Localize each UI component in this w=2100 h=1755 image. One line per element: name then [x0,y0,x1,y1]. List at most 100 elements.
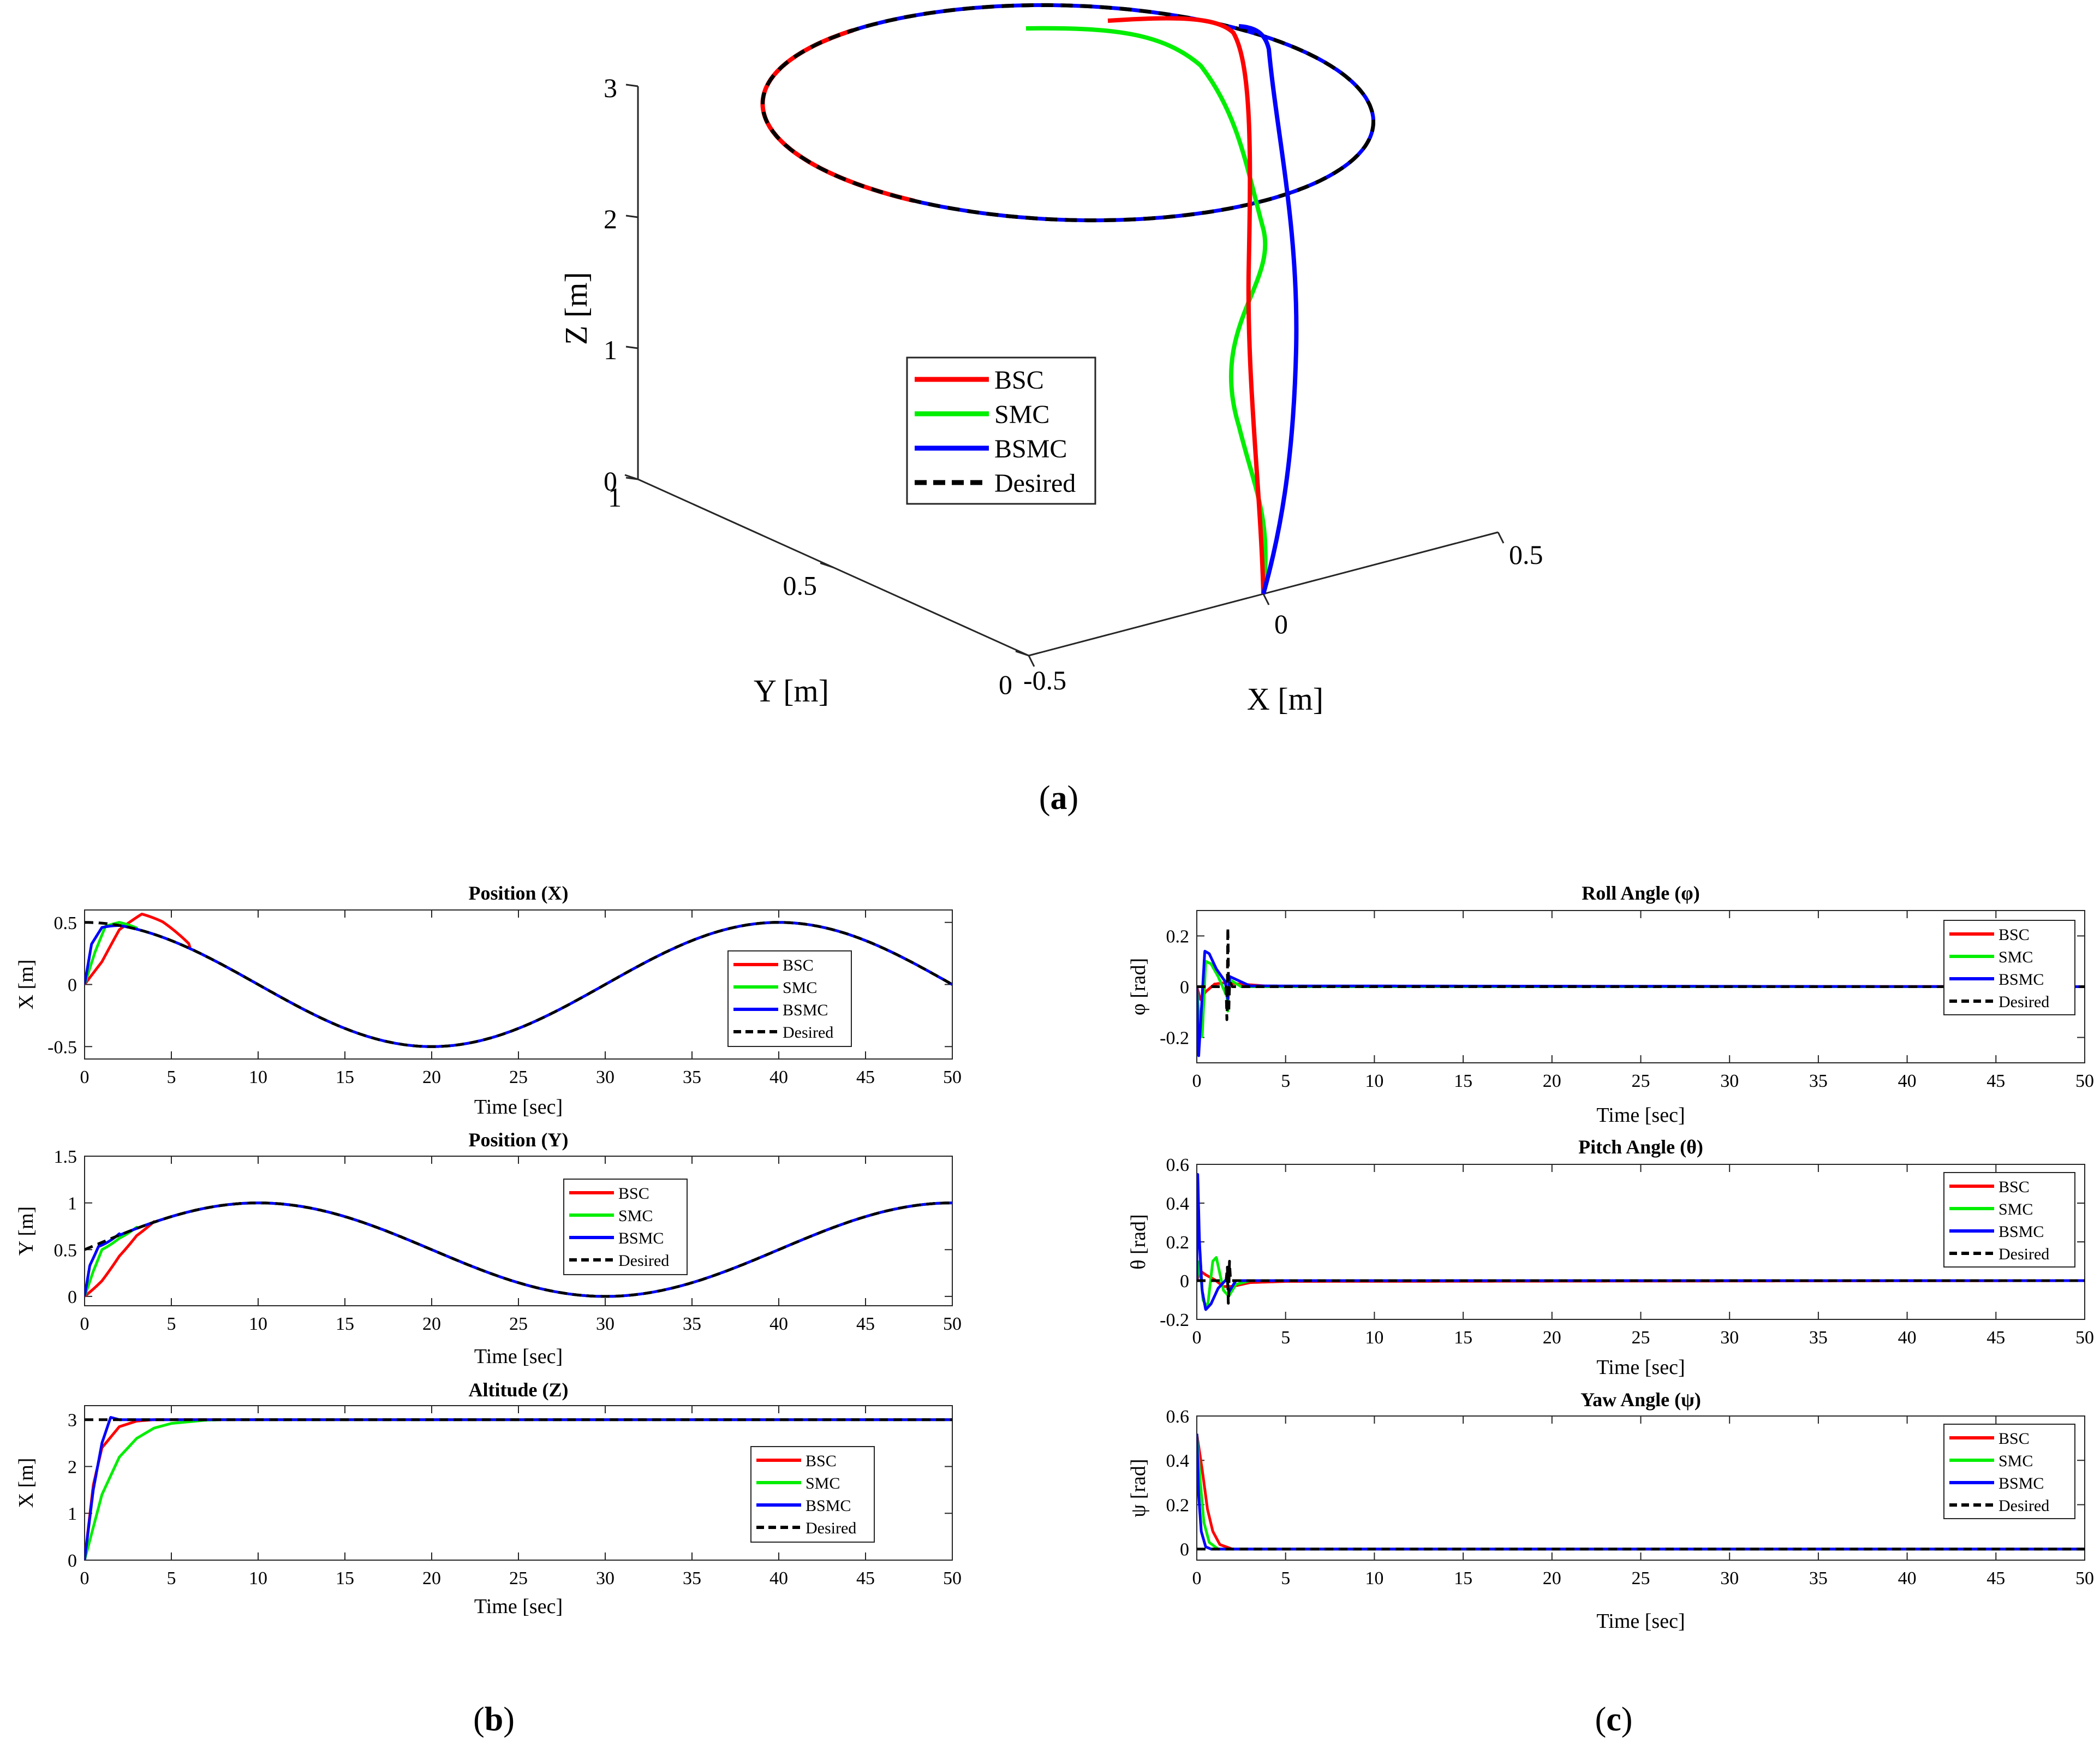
y-tick-label: 3 [68,1411,77,1431]
panel-label-b: (b) [473,1701,515,1738]
series-bsmc [85,1201,952,1298]
series-desired-circle [761,3,1375,223]
series-group [85,913,952,1048]
z-tick-label: 1 [604,335,617,365]
y-tick [1015,650,1029,657]
y-tick-label: 0.2 [1166,1495,1190,1515]
legend-label: Desired [783,1024,833,1042]
x-tick-label: 20 [1543,1568,1561,1589]
x-tick-label: 10 [1365,1071,1383,1091]
x-tick-label: 50 [943,1568,962,1589]
paren: ( [1595,1701,1607,1738]
x-tick-label: 40 [1898,1071,1917,1091]
series-group [85,1416,952,1560]
y-axis-label: X [m] [15,1458,38,1508]
x-tick-label: 30 [1720,1071,1739,1091]
y-tick-label: 0 [1180,1540,1189,1560]
legend-label: BSMC [994,435,1067,463]
legend-label: BSC [1998,926,2030,944]
series-group [1197,1173,2085,1311]
x-tick-label: 5 [167,1568,176,1589]
x-tick-label: 40 [1898,1328,1917,1348]
x-tick-label: 0 [80,1314,90,1334]
legend: BSC SMC BSMC Desired [727,950,852,1047]
legend-label: SMC [1998,1200,2033,1218]
chart-title: Position (X) [469,882,569,904]
legend: BSC SMC BSMC Desired [906,356,1096,505]
x-tick-label: 25 [1632,1568,1650,1589]
x-tick-label: 0.5 [1509,539,1543,570]
y-tick-label: 0 [68,1551,77,1571]
z-tick-label: 2 [604,204,617,234]
panel-label-c: (c) [1595,1701,1633,1738]
y-tick-label: 0.6 [1166,1407,1190,1427]
x-tick-label: 0 [1192,1328,1202,1348]
x-tick-label: 15 [336,1314,354,1334]
x-tick-label: 20 [422,1314,441,1334]
x-tick [1497,532,1505,544]
y-tick-label: 0.2 [1166,927,1190,947]
z-axis-label: Z [m] [558,272,594,345]
x-tick-label: 25 [509,1568,528,1589]
x-tick-label: 5 [167,1067,176,1087]
y-axis-label: Y [m] [15,1206,38,1256]
x-axis-label: Time [sec] [1596,1356,1685,1379]
y-tick-label: 0.5 [783,570,818,601]
x-tick-label: 10 [249,1568,267,1589]
paren: ) [1621,1701,1633,1738]
z-tick [625,215,639,218]
y-tick-label: 1.5 [54,1147,77,1167]
x-tick-label: 20 [422,1568,441,1589]
x-tick [1028,655,1035,667]
x-tick-label: 5 [1281,1568,1290,1589]
y-tick-label: -0.2 [1160,1310,1189,1330]
legend-label: BSC [1998,1178,2030,1196]
series-bsmc-circle [761,3,1375,223]
legend: BSC SMC BSMC Desired [1943,1172,2075,1268]
y-tick-label: 0 [999,669,1012,700]
legend: BSC SMC BSMC Desired [1943,1424,2075,1519]
x-tick-label: 15 [1454,1568,1472,1589]
plot-area [1196,1164,2085,1320]
y-tick-label: 0.6 [1166,1155,1190,1175]
x-tick-label: 5 [1281,1328,1290,1348]
panel-label-a: (a) [1039,780,1078,817]
legend-label: BSC [994,366,1044,395]
legend-label: BSMC [1998,1474,2044,1492]
x-tick-label: 45 [856,1067,875,1087]
legend-label: BSMC [806,1497,851,1515]
paren: ( [473,1701,485,1738]
x-axis-label: Time [sec] [1596,1104,1685,1127]
y-tick-label: -0.5 [47,1037,77,1057]
y-tick-label: 0 [1180,978,1189,998]
x-tick-label: 10 [249,1067,267,1087]
y-tick-label: 0.5 [54,913,77,933]
legend-label: SMC [783,979,817,997]
legend-label: BSC [806,1452,837,1470]
chart-title: Pitch Angle (θ) [1578,1136,1703,1158]
chart-title: Altitude (Z) [469,1379,569,1401]
x-tick-label: 20 [1543,1328,1561,1348]
x-tick-label: 25 [1632,1071,1650,1091]
x-axis-label: Time [sec] [1596,1610,1685,1633]
chart-title: Yaw Angle (ψ) [1580,1389,1701,1411]
legend-box [906,356,1096,505]
y-tick-label: 2 [68,1457,77,1477]
x-axis-label: Time [sec] [474,1096,563,1119]
legend-label: BSC [618,1185,649,1203]
x-tick-label: 30 [596,1568,615,1589]
y-tick-label: 0 [68,975,77,996]
panel-letter: a [1051,780,1067,817]
y-tick [820,562,834,568]
x-tick-label: 25 [509,1067,528,1087]
legend-box [1943,1424,2075,1519]
x-tick-label: 40 [769,1314,788,1334]
x-tick-label: 30 [596,1067,615,1087]
series-desired [1197,1260,2085,1305]
x-tick [1262,593,1270,605]
series-bsc [1107,16,1266,594]
panel-letter: b [485,1701,503,1738]
x-tick-label: 35 [683,1314,701,1334]
